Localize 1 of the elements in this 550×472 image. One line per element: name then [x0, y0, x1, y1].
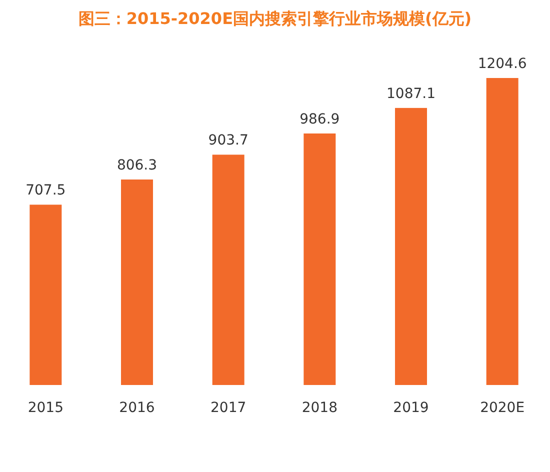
- title: 图三：2015-2020E国内搜索引擎行业市场规模(亿元): [78, 9, 472, 28]
